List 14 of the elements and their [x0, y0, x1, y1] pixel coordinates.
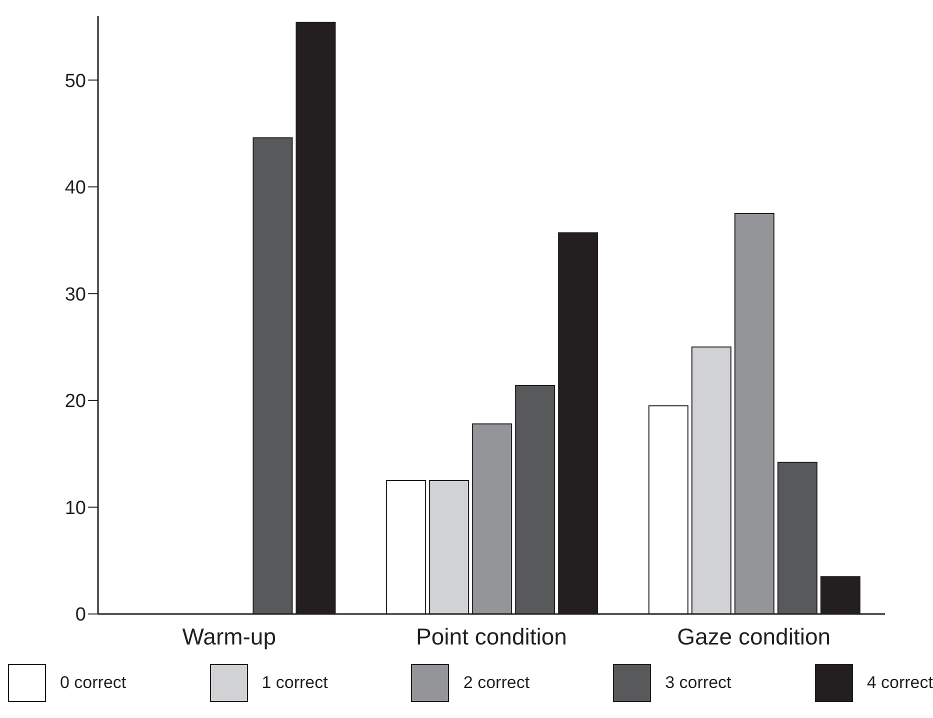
- legend-label: 4 correct: [866, 673, 933, 693]
- y-tick-label: 50: [64, 70, 86, 92]
- y-tick-label: 0: [75, 604, 86, 626]
- legend-label: 3 correct: [665, 673, 732, 693]
- x-tick-label: Point condition: [416, 623, 567, 650]
- legend-label: 0 correct: [60, 673, 126, 693]
- y-tick-label: 20: [64, 391, 86, 412]
- legend-label: 1 correct: [262, 673, 328, 693]
- legend-label: 2 correct: [463, 673, 530, 693]
- x-tick-label: Warm-up: [182, 623, 276, 650]
- y-tick-label: 30: [64, 284, 86, 306]
- y-tick-label: 40: [64, 178, 86, 199]
- x-tick-label: Gaze condition: [677, 623, 831, 650]
- y-tick-label: 10: [64, 498, 86, 519]
